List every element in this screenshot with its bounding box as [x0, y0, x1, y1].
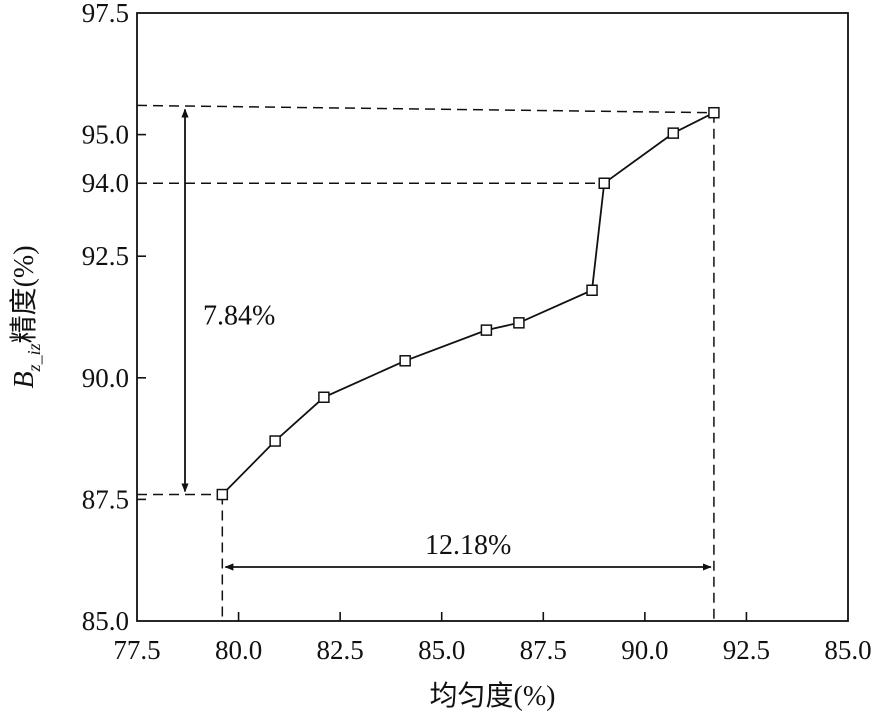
data-point: [216, 488, 229, 501]
data-point: [708, 106, 720, 119]
data-point: [399, 355, 411, 367]
x-tick-label: 92.5: [723, 635, 770, 665]
y-axis-title-suffix: 精度(%): [8, 245, 40, 343]
x-tick-label: 87.5: [520, 635, 567, 665]
data-point: [318, 391, 330, 404]
y-tick-label: 97.5: [82, 0, 129, 28]
y-tick-label: 92.5: [82, 241, 129, 271]
x-tick-label: 82.5: [317, 635, 364, 665]
data-point: [586, 284, 598, 296]
x-axis-title: 均匀度(%): [430, 680, 556, 712]
x-tick-label: 90.0: [621, 635, 668, 665]
y-tick-label: 90.0: [82, 363, 129, 393]
data-point: [598, 177, 610, 189]
guide-lines: [136, 104, 715, 621]
data-point: [513, 317, 525, 329]
y-axis-title-prefix: B: [9, 371, 40, 388]
y-tick-label: 94.0: [82, 168, 129, 198]
y-tick-label: 95.0: [82, 120, 129, 150]
y-tick-label: 85.0: [82, 606, 129, 636]
plot-frame: [136, 12, 849, 622]
x-tick-label: 85.0: [824, 635, 871, 665]
data-point: [480, 324, 493, 336]
data-point: [667, 127, 680, 139]
guide-line-top: [136, 104, 714, 114]
vertical-span-label: 7.84%: [203, 300, 275, 331]
y-axis-title-subscript: z_iz: [24, 343, 44, 372]
y-axis: 85.0 87.5 90.0 92.5 94.0 95.0 97.5: [82, 0, 146, 636]
x-axis: 77.5 80.0 82.5 85.0 87.5 90.0 92.5 85.0: [113, 612, 872, 665]
y-axis-title: Bz_iz精度(%): [8, 245, 44, 388]
x-tick-label: 85.0: [418, 635, 465, 665]
x-tick-label: 80.0: [215, 635, 262, 665]
x-tick-label: 77.5: [113, 635, 160, 665]
data-point: [269, 435, 281, 447]
horizontal-span-label: 12.18%: [425, 530, 511, 561]
series: [216, 106, 720, 501]
annotations: 7.84% 12.18%: [181, 108, 712, 571]
series-line: [221, 111, 715, 496]
y-tick-label: 87.5: [82, 484, 129, 514]
